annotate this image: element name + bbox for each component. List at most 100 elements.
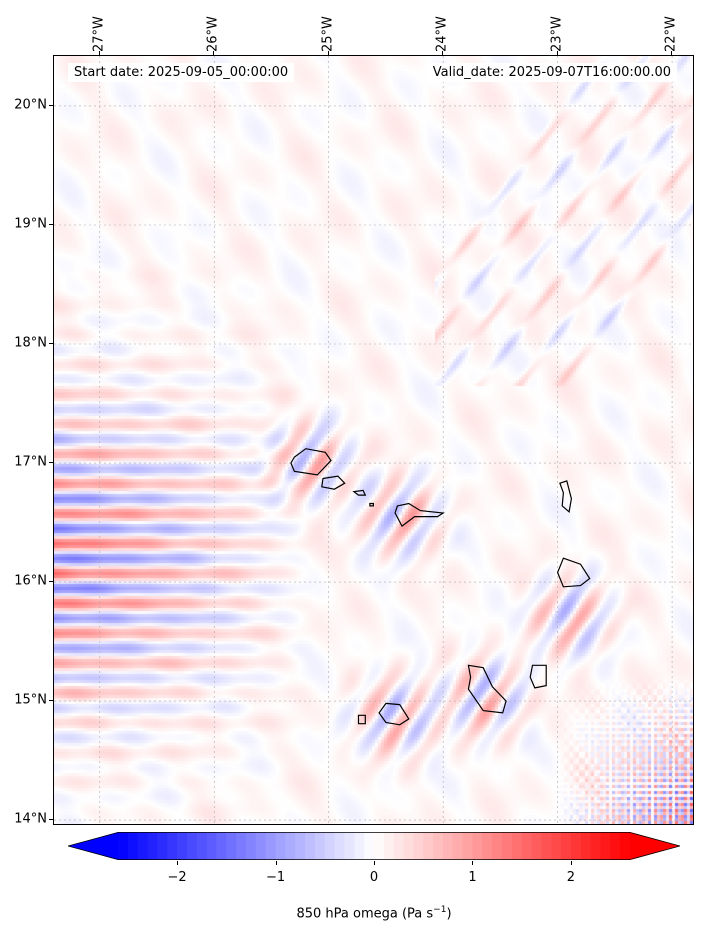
colorbar-segment xyxy=(433,832,444,860)
lon-tick-mark xyxy=(98,51,100,55)
colorbar-max-extend xyxy=(630,832,680,860)
island-outline xyxy=(369,502,374,507)
lon-tick-label: 25°W xyxy=(320,16,336,52)
lat-tick-mark xyxy=(49,462,53,464)
colorbar-tick-label: −2 xyxy=(167,870,187,885)
lat-tick-mark xyxy=(49,343,53,344)
lat-tick-label: 19°N xyxy=(14,216,47,232)
colorbar-segment xyxy=(265,832,277,860)
lat-tick-label: 17°N xyxy=(14,454,47,470)
colorbar-label: 850 hPa omega (Pa s−1) xyxy=(296,905,452,922)
island-outline xyxy=(556,557,591,588)
colorbar-segment xyxy=(206,832,218,860)
colorbar-segment xyxy=(118,832,129,860)
colorbar-segment xyxy=(177,832,188,860)
colorbar-segment xyxy=(137,832,149,860)
colorbar-segment xyxy=(226,832,237,860)
lat-tick-label: 18°N xyxy=(14,335,47,351)
colorbar-tick-mark xyxy=(472,861,474,865)
colorbar-segment xyxy=(570,832,582,860)
colorbar-segment xyxy=(403,832,414,860)
colorbar-segment xyxy=(167,832,178,860)
lon-tick-label: 26°W xyxy=(205,16,221,52)
lat-tick-mark xyxy=(49,700,53,702)
colorbar-segment xyxy=(334,832,346,860)
lat-tick-mark xyxy=(49,581,53,583)
colorbar-segment xyxy=(561,832,572,860)
lat-tick-label: 20°N xyxy=(14,97,47,113)
colorbar-segment xyxy=(127,832,139,860)
map-panel xyxy=(53,55,694,825)
lon-tick-label: 24°W xyxy=(434,16,450,52)
island-outline xyxy=(529,664,547,689)
lat-tick-label: 14°N xyxy=(14,811,47,827)
island-outline xyxy=(357,714,366,725)
colorbar-segment xyxy=(482,832,493,860)
lon-tick-label: 23°W xyxy=(549,16,565,52)
colorbar-segment xyxy=(147,832,158,860)
colorbar-segment xyxy=(383,832,395,860)
lon-tick-mark xyxy=(671,51,673,55)
colorbar-segment xyxy=(216,832,227,860)
island-outline xyxy=(559,480,573,513)
colorbar-segment xyxy=(324,832,336,860)
colorbar-tick-mark xyxy=(177,861,179,865)
lat-tick-mark xyxy=(49,223,53,225)
colorbar-segment xyxy=(590,832,602,860)
colorbar-tick-label: 1 xyxy=(468,870,477,885)
lat-tick-label: 16°N xyxy=(14,573,47,589)
colorbar-segment xyxy=(246,832,257,860)
lon-tick-mark xyxy=(213,51,215,55)
colorbar-segment xyxy=(314,832,326,860)
colorbar-segment xyxy=(492,832,503,860)
colorbar-segment xyxy=(423,832,434,860)
colorbar-segment xyxy=(502,832,513,860)
colorbar-segment xyxy=(580,832,592,860)
colorbar-outline xyxy=(68,832,680,860)
colorbar-segment xyxy=(452,832,464,860)
colorbar-segment xyxy=(295,832,306,860)
island-outline xyxy=(321,475,346,490)
colorbar-segment xyxy=(255,832,267,860)
colorbar-segment xyxy=(541,832,552,860)
colorbar-segment xyxy=(186,832,198,860)
colorbar-segment xyxy=(511,832,523,860)
colorbar xyxy=(68,832,680,860)
lat-tick-label: 15°N xyxy=(14,692,47,708)
colorbar-segment xyxy=(196,832,208,860)
colorbar-segment xyxy=(364,832,375,860)
colorbar-segment xyxy=(374,832,385,860)
colorbar-tick-label: 0 xyxy=(369,870,379,885)
lon-tick-mark xyxy=(327,51,329,55)
colorbar-segment xyxy=(600,832,611,860)
colorbar-segment xyxy=(620,832,631,860)
island-outline xyxy=(290,448,332,476)
colorbar-tick-mark xyxy=(570,861,572,865)
island-outline xyxy=(394,502,445,528)
lon-tick-mark xyxy=(442,51,444,55)
colorbar-segment xyxy=(531,832,542,860)
colorbar-segment xyxy=(413,832,424,860)
island-outline xyxy=(378,702,410,726)
colorbar-segment xyxy=(393,832,405,860)
colorbar-tick-label: −1 xyxy=(265,870,286,885)
colorbar-segment xyxy=(442,832,454,860)
colorbar-segment xyxy=(236,832,247,860)
colorbar-tick-label: 2 xyxy=(566,870,576,885)
start-date-label: Start date: 2025-09-05_00:00:00 xyxy=(68,63,295,82)
omega-field xyxy=(54,56,693,824)
map-overlay xyxy=(54,56,693,824)
colorbar-tick-mark xyxy=(374,861,375,865)
colorbar-segment xyxy=(285,832,296,860)
lat-tick-mark xyxy=(49,819,53,821)
lon-tick-mark xyxy=(556,51,558,55)
valid-date-label: Valid_date: 2025-09-07T16:00:00.00 xyxy=(426,63,677,82)
island-outline xyxy=(467,664,507,714)
colorbar-segment xyxy=(344,832,355,860)
colorbar-segment xyxy=(354,832,365,860)
colorbar-segment xyxy=(551,832,562,860)
colorbar-segment xyxy=(472,832,483,860)
lon-tick-label: 22°W xyxy=(663,16,679,52)
colorbar-segment xyxy=(305,832,316,860)
colorbar-segment xyxy=(610,832,621,860)
